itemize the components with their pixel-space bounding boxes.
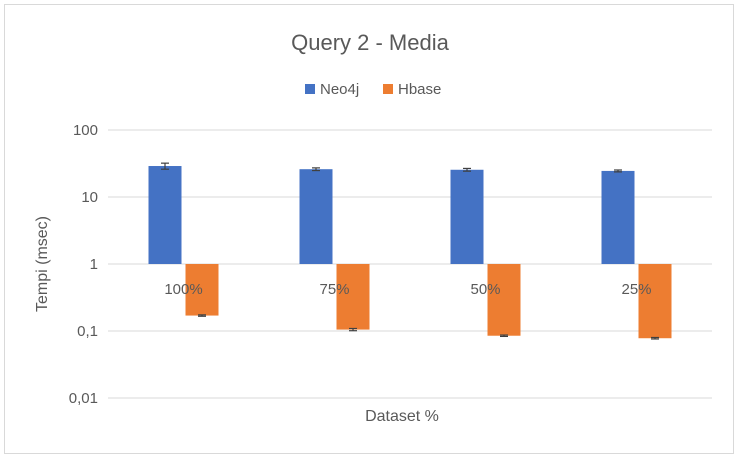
y-axis-ticks: 100 10 1 0,1 0,01	[69, 122, 98, 407]
y-axis-label: Tempi (msec)	[34, 216, 51, 312]
chart-title: Query 2 - Media	[291, 30, 449, 55]
legend: Neo4j Hbase	[305, 81, 441, 98]
legend-swatch-neo4j	[305, 84, 315, 94]
x-tick-label: 75%	[319, 281, 349, 298]
y-tick-label: 100	[73, 122, 98, 139]
y-tick-label: 0,1	[77, 323, 98, 340]
bar-neo4j-2	[450, 169, 484, 264]
y-tick-label: 1	[90, 256, 98, 273]
legend-swatch-hbase	[383, 84, 393, 94]
y-tick-label: 0,01	[69, 390, 98, 407]
x-axis-ticks: 100% 75% 50% 25%	[164, 281, 651, 298]
bar-neo4j-0	[148, 166, 182, 264]
x-axis-label: Dataset %	[365, 408, 439, 425]
x-tick-label: 100%	[164, 281, 202, 298]
x-tick-label: 50%	[470, 281, 500, 298]
y-tick-label: 10	[81, 189, 98, 206]
bar-hbase-3	[638, 264, 672, 339]
legend-label-neo4j: Neo4j	[320, 81, 359, 98]
x-tick-label: 25%	[621, 281, 651, 298]
legend-label-hbase: Hbase	[398, 81, 441, 98]
bars	[148, 166, 672, 339]
chart-frame: Query 2 - Media Neo4j Hbase 100 10 1 0,1 0,01…	[4, 4, 734, 454]
bar-hbase-1	[336, 264, 370, 330]
bar-hbase-0	[185, 264, 219, 316]
bar-hbase-2	[487, 264, 521, 336]
bar-neo4j-1	[299, 169, 333, 264]
bar-chart: Query 2 - Media Neo4j Hbase 100 10 1 0,1 0,01…	[34, 30, 712, 425]
bar-neo4j-3	[601, 170, 635, 264]
error-bars	[161, 162, 659, 340]
